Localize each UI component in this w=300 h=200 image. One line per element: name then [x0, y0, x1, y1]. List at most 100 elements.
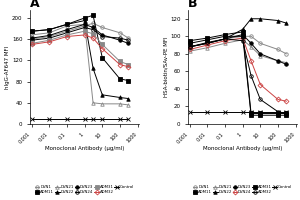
ADM31: [285, 114, 288, 116]
DVN22: [83, 19, 86, 22]
DVN1: [206, 42, 209, 45]
Control: [241, 111, 244, 113]
DVN22: [241, 28, 244, 30]
ADM11: [118, 78, 122, 80]
DVN24: [206, 44, 209, 46]
DVN23: [241, 33, 244, 36]
Line: Control: Control: [29, 116, 131, 121]
DVN1: [83, 25, 86, 27]
Control: [127, 117, 130, 120]
ADM32: [65, 35, 69, 38]
DVN21: [91, 102, 95, 104]
DVN1: [65, 30, 69, 32]
ADM31: [188, 42, 191, 45]
ADM32: [276, 111, 280, 113]
DVN22: [188, 46, 191, 48]
ADM31: [249, 114, 253, 116]
DVN24: [30, 39, 34, 41]
Line: DVN21: DVN21: [188, 38, 288, 64]
DVN23: [48, 34, 51, 37]
DVN24: [241, 37, 244, 39]
ADM31: [127, 63, 130, 66]
DVN22: [48, 28, 51, 31]
DVN1: [249, 35, 253, 38]
DVN22: [118, 96, 122, 99]
ADM32: [118, 63, 122, 66]
Control: [276, 111, 280, 113]
ADM31: [83, 30, 86, 32]
ADM32: [48, 41, 51, 43]
Control: [285, 111, 288, 113]
Line: DVN21: DVN21: [30, 23, 130, 107]
DVN23: [285, 63, 288, 66]
Line: ADM32: ADM32: [188, 37, 288, 115]
DVN21: [285, 61, 288, 64]
ADM32: [249, 75, 253, 77]
DVN1: [91, 22, 95, 24]
DVN24: [276, 98, 280, 101]
Line: DVN22: DVN22: [188, 17, 288, 49]
Line: ADM32: ADM32: [30, 33, 130, 68]
DVN22: [127, 97, 130, 100]
Line: DVN1: DVN1: [188, 35, 288, 56]
Legend: DVN1, ADM11, DVN21, DVN22, DVN23, DVN24, ADM31, ADM32, Control: DVN1, ADM11, DVN21, DVN22, DVN23, DVN24,…: [193, 185, 292, 194]
DVN24: [127, 39, 130, 41]
Control: [206, 111, 209, 113]
DVN1: [30, 38, 34, 40]
DVN21: [118, 103, 122, 105]
Control: [259, 111, 262, 113]
Y-axis label: hIgG-AF647 MFI: hIgG-AF647 MFI: [5, 45, 10, 89]
DVN23: [259, 53, 262, 55]
DVN22: [276, 19, 280, 22]
ADM32: [223, 38, 227, 40]
DVN21: [223, 42, 227, 45]
DVN24: [285, 100, 288, 102]
DVN23: [91, 26, 95, 29]
ADM11: [276, 112, 280, 115]
DVN21: [249, 46, 253, 48]
Control: [48, 117, 51, 120]
DVN23: [206, 42, 209, 45]
ADM32: [83, 34, 86, 36]
ADM11: [259, 112, 262, 115]
Control: [30, 117, 34, 120]
DVN22: [100, 94, 104, 96]
ADM11: [285, 112, 288, 115]
DVN23: [249, 42, 253, 45]
DVN23: [65, 28, 69, 31]
DVN24: [48, 37, 51, 39]
Control: [188, 111, 191, 113]
DVN21: [188, 50, 191, 52]
DVN24: [100, 35, 104, 38]
ADM11: [127, 79, 130, 82]
DVN21: [100, 103, 104, 105]
DVN24: [223, 39, 227, 42]
DVN22: [206, 42, 209, 45]
DVN23: [276, 60, 280, 62]
DVN22: [249, 18, 253, 20]
Control: [100, 117, 104, 120]
ADM11: [100, 57, 104, 59]
ADM11: [30, 30, 34, 32]
DVN22: [30, 30, 34, 32]
DVN22: [285, 22, 288, 24]
Control: [223, 111, 227, 113]
ADM11: [223, 33, 227, 36]
Line: DVN23: DVN23: [188, 33, 288, 66]
DVN22: [223, 38, 227, 40]
ADM31: [276, 114, 280, 116]
ADM32: [188, 46, 191, 48]
X-axis label: Monoclonal Antibody (μg/ml): Monoclonal Antibody (μg/ml): [203, 146, 282, 151]
DVN21: [83, 23, 86, 26]
Control: [249, 111, 253, 113]
ADM31: [223, 35, 227, 38]
ADM11: [91, 14, 95, 17]
Control: [91, 117, 95, 120]
ADM31: [65, 34, 69, 36]
Control: [83, 117, 86, 120]
DVN23: [100, 34, 104, 36]
DVN1: [276, 48, 280, 51]
DVN21: [241, 39, 244, 41]
Line: DVN1: DVN1: [30, 22, 130, 41]
DVN23: [127, 42, 130, 45]
